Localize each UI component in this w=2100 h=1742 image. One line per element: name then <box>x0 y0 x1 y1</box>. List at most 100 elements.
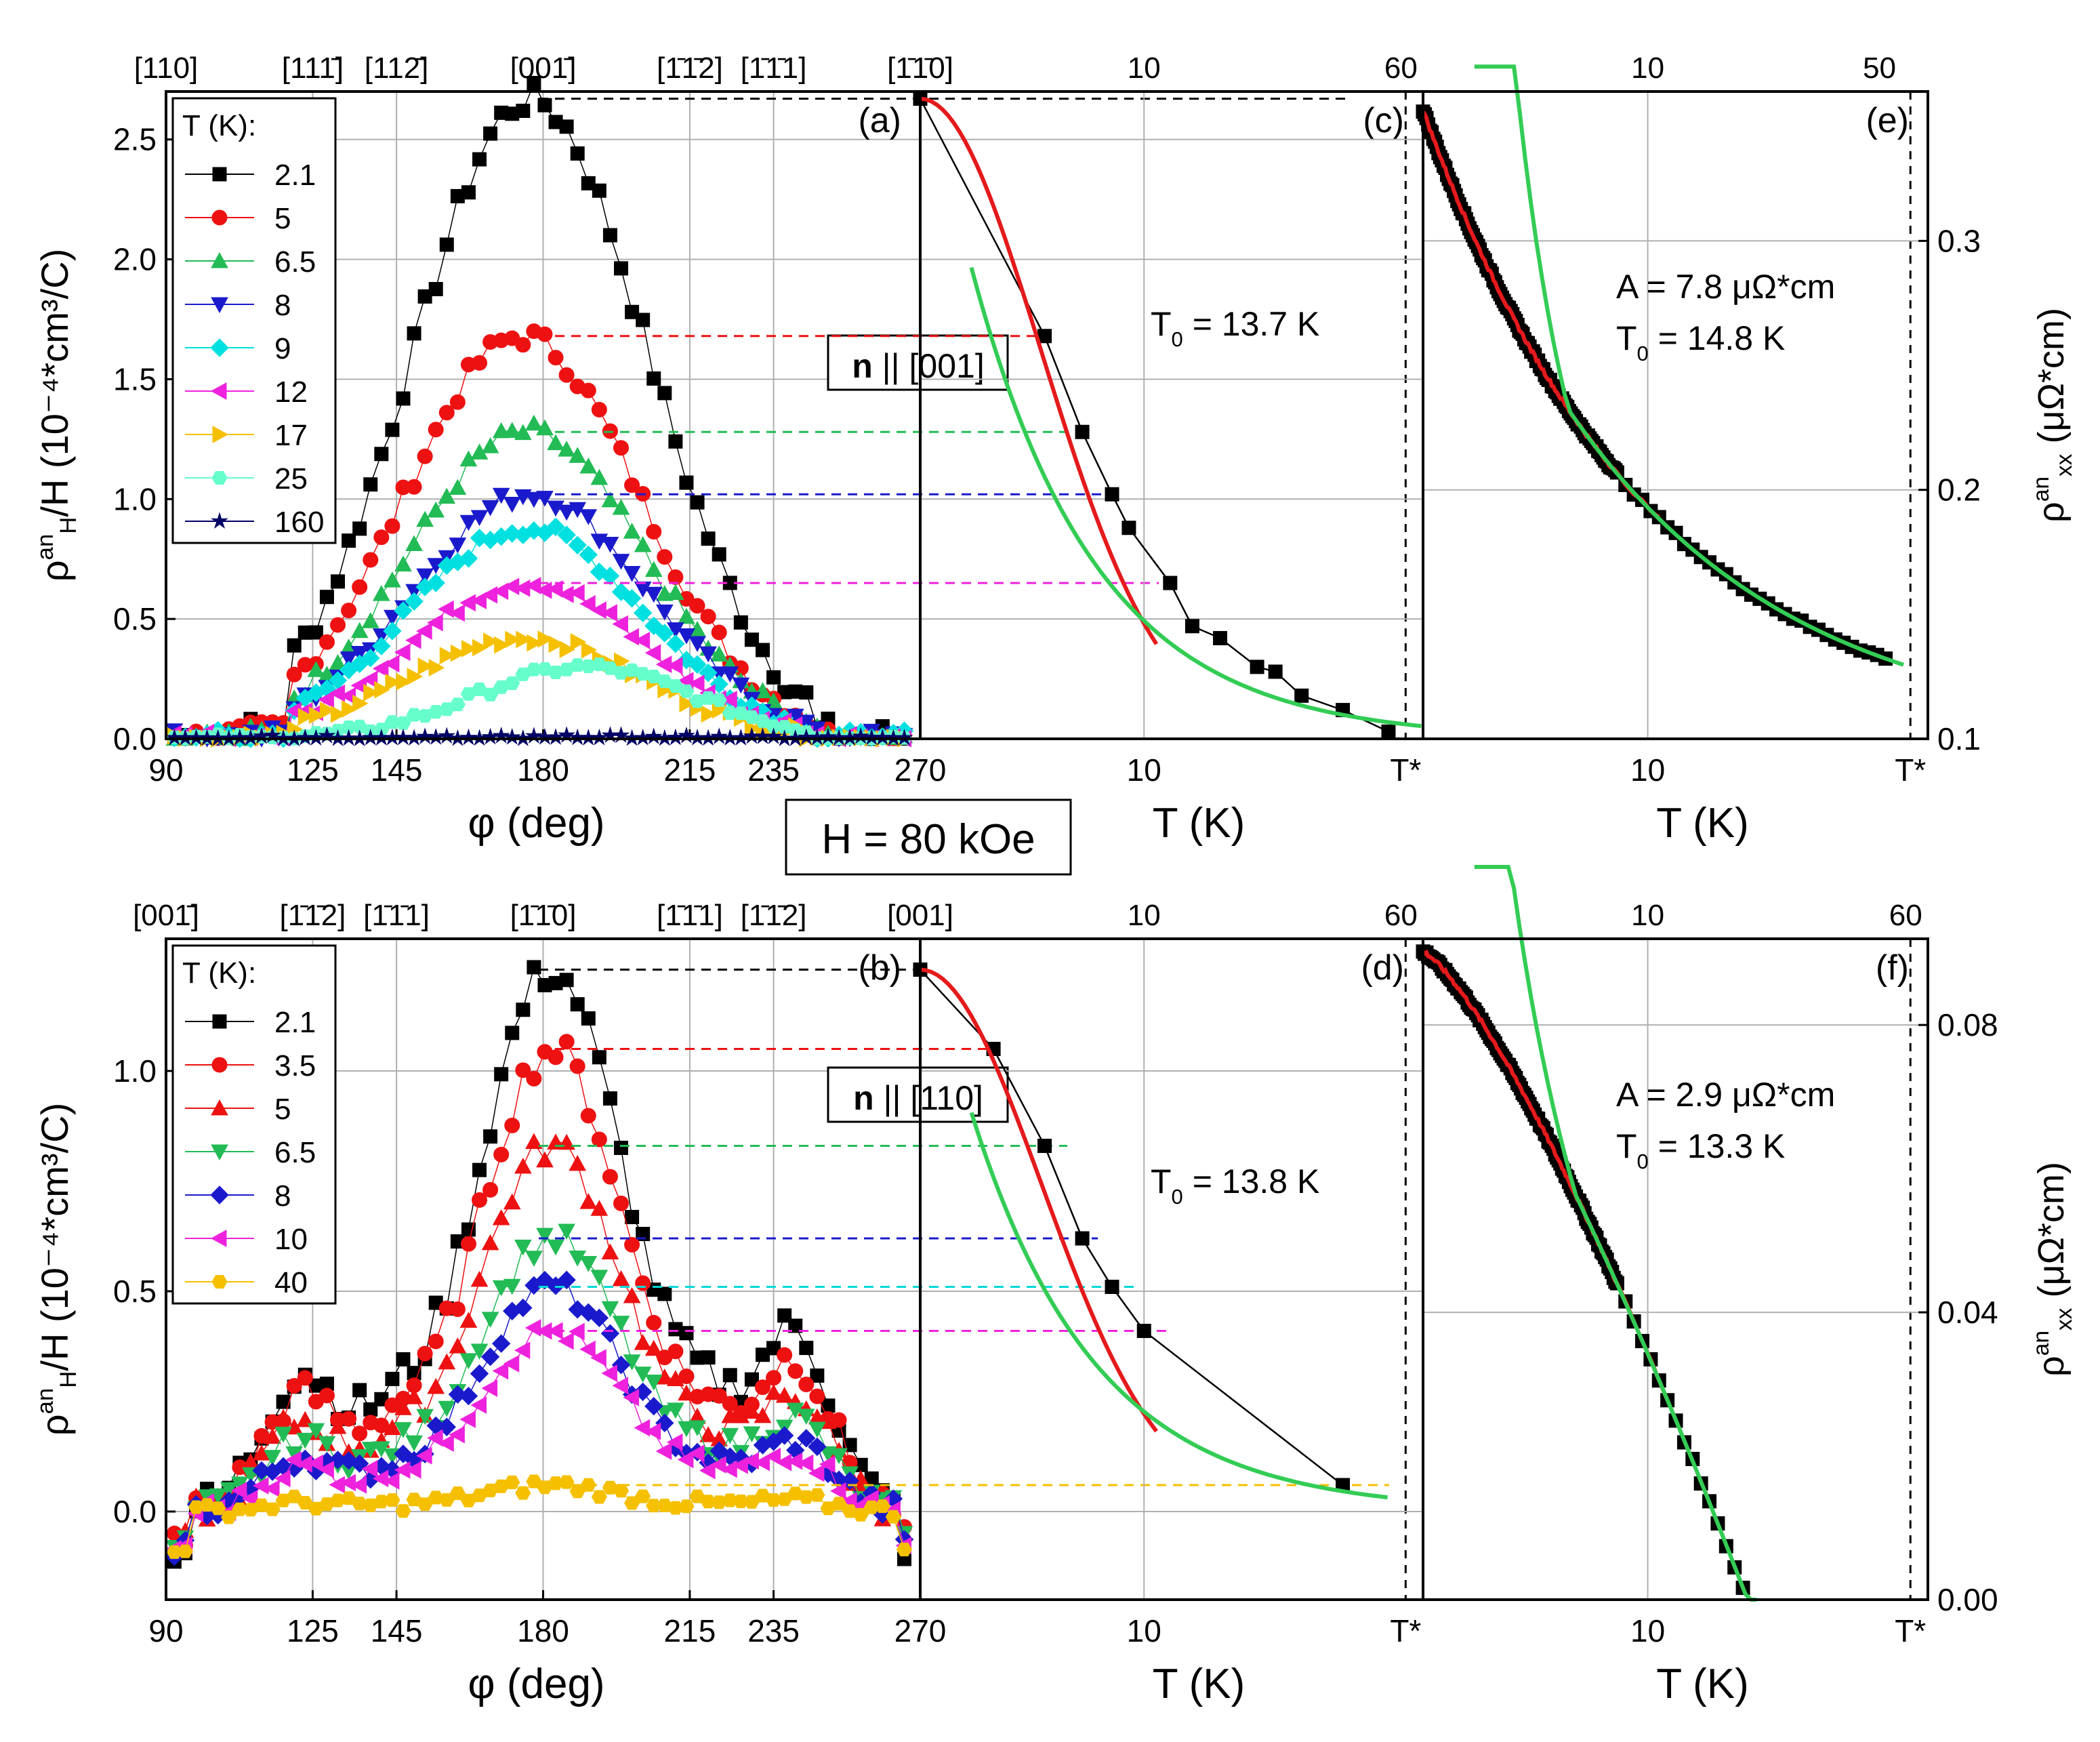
data-point <box>405 1461 421 1479</box>
x-tick-label-a: 215 <box>664 752 716 788</box>
data-point <box>655 624 674 643</box>
data-point <box>590 1349 606 1366</box>
legend-title-a: T (K): <box>182 109 256 142</box>
data-point <box>527 75 541 90</box>
panel-d: 10 T* 10 60 T (K) (d) T0 = 13.8 K <box>913 899 1424 1707</box>
data-point <box>470 1364 489 1383</box>
data-point <box>274 1409 292 1425</box>
legend-marker <box>211 1057 228 1073</box>
data-point <box>480 1348 500 1366</box>
data-point <box>494 636 510 654</box>
data-point <box>274 1426 292 1443</box>
data-point <box>744 632 759 647</box>
data-point <box>644 644 661 662</box>
data-point <box>339 651 358 668</box>
data-point <box>744 1372 759 1387</box>
data-point <box>221 1510 237 1524</box>
annotation-t0-d: T0 = 13.8 K <box>1151 1162 1319 1209</box>
legend-marker <box>211 297 228 314</box>
data-point <box>548 635 565 653</box>
data-point <box>363 683 379 702</box>
x-tick-label-d: 10 <box>1127 1613 1161 1648</box>
data-point <box>449 1337 467 1354</box>
data-point <box>514 1341 531 1359</box>
data-point <box>417 448 433 464</box>
legend-b: T (K): 2.1 3.5 5 6.5 8 10 40 <box>171 944 337 1305</box>
data-point <box>331 574 346 589</box>
data-point <box>384 715 400 729</box>
legend-label-5: 5 <box>274 1093 291 1126</box>
x-tick-label-c: T* <box>1390 752 1421 788</box>
data-point <box>352 521 367 536</box>
data-point <box>514 1239 532 1256</box>
data-point <box>579 457 598 474</box>
data-point <box>307 661 325 677</box>
data-point <box>557 525 576 544</box>
plot-frame-e <box>1422 90 1929 740</box>
data-point <box>352 1425 368 1442</box>
data-point <box>330 617 346 633</box>
fit-red-c <box>920 96 1159 645</box>
data-point <box>438 405 455 421</box>
data-point <box>450 644 467 662</box>
data-point <box>710 645 728 662</box>
data-point <box>504 676 520 690</box>
data-point <box>459 1312 478 1328</box>
data-point <box>766 670 781 685</box>
data-point <box>636 1226 651 1241</box>
data-point <box>808 1421 826 1438</box>
data-point <box>526 662 542 676</box>
data-point <box>733 615 748 630</box>
data-point <box>690 495 705 510</box>
y-tick-label-b: 0.0 <box>113 1494 157 1529</box>
data-point <box>374 447 389 462</box>
data-point <box>558 1475 575 1489</box>
top-direction-label-b: [001] <box>887 899 953 932</box>
data-point <box>569 1058 585 1074</box>
data-point <box>537 630 554 648</box>
data-point <box>546 517 565 537</box>
data-point <box>644 1396 663 1416</box>
data-point <box>701 531 716 546</box>
plot-frame-f <box>1422 937 1929 1601</box>
data-point <box>481 1234 499 1251</box>
data-point <box>797 1409 815 1425</box>
data-point <box>667 1343 684 1360</box>
top-tick-label-f: 10 <box>1631 899 1664 932</box>
data-point <box>581 1011 596 1026</box>
y-tick-label-a: 0.5 <box>113 601 157 636</box>
top-direction-label-a: [1̄1̄1] <box>741 52 807 85</box>
data-point <box>743 1402 761 1419</box>
data-point <box>319 702 336 719</box>
data-point <box>601 1364 617 1382</box>
x-tick-label-a: 270 <box>894 752 947 788</box>
legend-marker <box>210 382 227 400</box>
data-point <box>1294 688 1309 703</box>
data-point <box>524 577 541 594</box>
data-point <box>416 510 434 527</box>
data-point <box>459 1411 476 1428</box>
data-point <box>516 104 531 119</box>
x-axis-title-e: T (K) <box>1656 800 1749 847</box>
data-point <box>396 1352 411 1366</box>
data-point <box>481 1312 499 1328</box>
data-point <box>797 1429 816 1448</box>
fit-green-d <box>969 1112 1388 1500</box>
data-point <box>701 705 718 723</box>
x-tick-label-d: T* <box>1390 1613 1421 1648</box>
data-point <box>449 697 466 712</box>
data-point <box>798 1376 815 1392</box>
legend-label-25: 25 <box>274 462 308 495</box>
data-point <box>558 504 575 521</box>
data-point <box>483 126 498 141</box>
data-point <box>318 1387 335 1404</box>
data-point <box>623 566 641 582</box>
data-point <box>644 1422 661 1440</box>
data-point <box>766 1341 781 1356</box>
data-point <box>383 655 400 672</box>
top-direction-label-a: [1̄1̄2] <box>657 52 723 85</box>
series-markers-b-3.5 <box>166 1034 913 1554</box>
x-tick-label-b: 90 <box>148 1613 183 1648</box>
panel-letter-f: (f) <box>1876 948 1909 988</box>
data-point <box>895 729 913 746</box>
